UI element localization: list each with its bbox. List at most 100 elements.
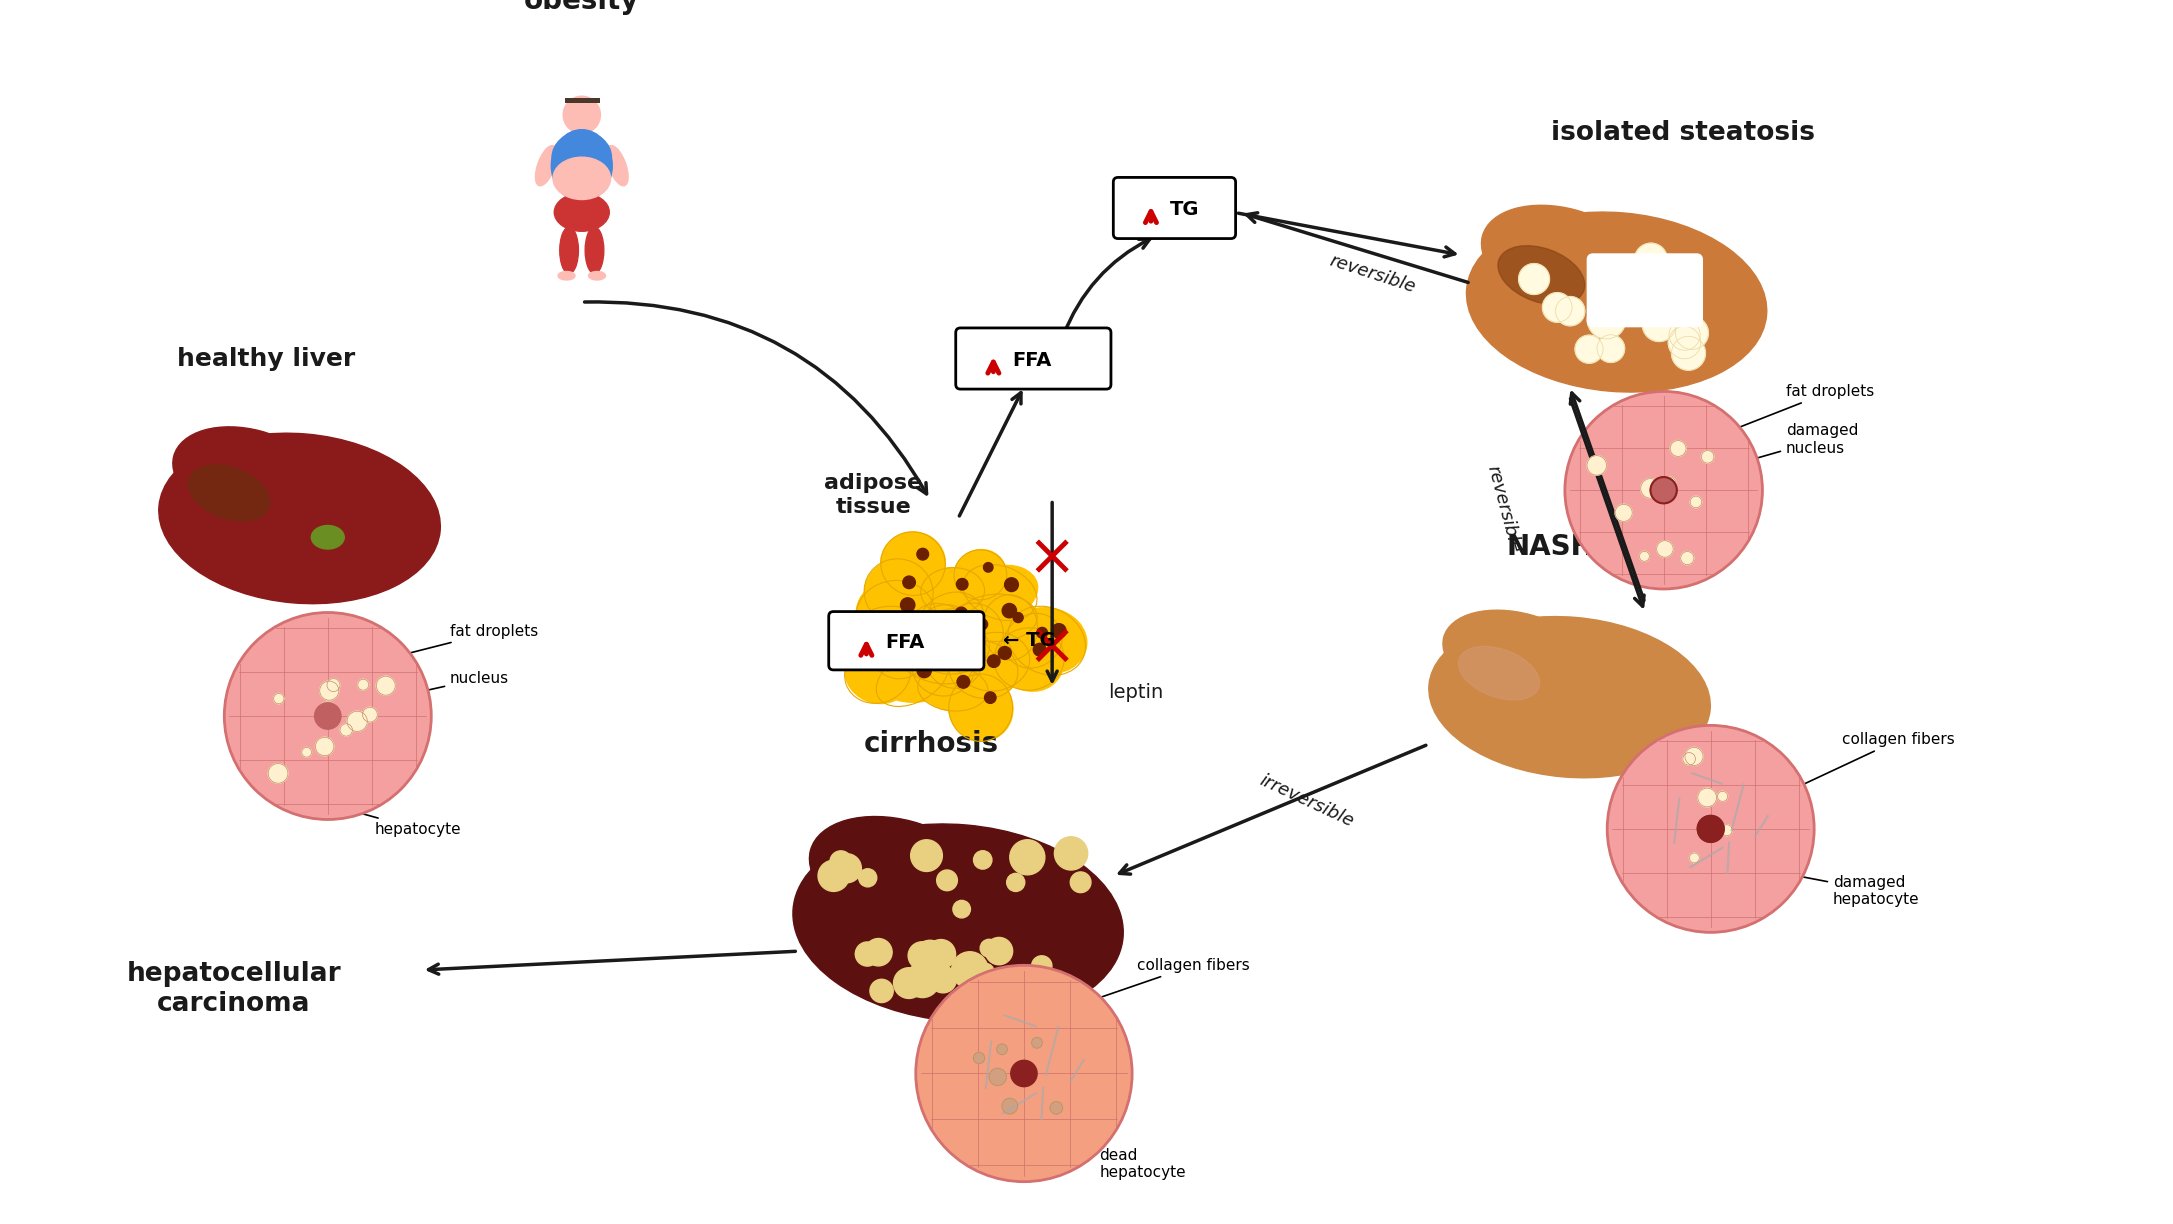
Circle shape bbox=[893, 968, 924, 999]
Circle shape bbox=[1556, 296, 1584, 326]
Circle shape bbox=[956, 607, 967, 619]
Circle shape bbox=[267, 764, 287, 783]
Ellipse shape bbox=[995, 627, 1063, 692]
Circle shape bbox=[317, 703, 337, 721]
Circle shape bbox=[974, 1053, 984, 1064]
Text: adipose
tissue: adipose tissue bbox=[824, 474, 924, 517]
Circle shape bbox=[1543, 293, 1571, 322]
Circle shape bbox=[1591, 271, 1630, 307]
FancyBboxPatch shape bbox=[828, 612, 984, 670]
Text: ← TG: ← TG bbox=[1004, 632, 1056, 650]
Circle shape bbox=[902, 577, 915, 589]
Ellipse shape bbox=[1458, 646, 1541, 700]
Ellipse shape bbox=[311, 525, 343, 550]
Ellipse shape bbox=[906, 603, 974, 665]
Circle shape bbox=[1717, 791, 1728, 802]
Circle shape bbox=[1710, 826, 1721, 837]
Ellipse shape bbox=[535, 146, 556, 186]
Ellipse shape bbox=[869, 617, 930, 679]
Circle shape bbox=[1643, 308, 1675, 341]
Ellipse shape bbox=[1443, 611, 1595, 704]
Text: hepatocyte: hepatocyte bbox=[282, 792, 461, 836]
Text: irreversible: irreversible bbox=[1256, 771, 1356, 830]
Circle shape bbox=[1597, 335, 1625, 362]
Text: isolated steatosis: isolated steatosis bbox=[1552, 120, 1814, 146]
Circle shape bbox=[1615, 504, 1632, 521]
Circle shape bbox=[1010, 1060, 1037, 1087]
Text: TG: TG bbox=[1169, 201, 1199, 219]
Circle shape bbox=[1671, 337, 1706, 370]
Circle shape bbox=[1052, 624, 1067, 638]
Circle shape bbox=[339, 723, 352, 736]
Circle shape bbox=[856, 942, 880, 966]
Circle shape bbox=[1032, 956, 1052, 976]
Circle shape bbox=[1586, 455, 1606, 475]
Circle shape bbox=[993, 977, 1028, 1013]
Circle shape bbox=[1691, 496, 1701, 508]
Circle shape bbox=[987, 655, 1000, 667]
Circle shape bbox=[943, 619, 956, 632]
Ellipse shape bbox=[1430, 617, 1710, 777]
Ellipse shape bbox=[924, 625, 989, 676]
Ellipse shape bbox=[874, 654, 952, 703]
Ellipse shape bbox=[554, 193, 608, 231]
Ellipse shape bbox=[189, 465, 269, 521]
Ellipse shape bbox=[856, 606, 934, 660]
Circle shape bbox=[865, 939, 893, 966]
Circle shape bbox=[956, 623, 965, 633]
Circle shape bbox=[1002, 603, 1017, 618]
Circle shape bbox=[1671, 441, 1686, 457]
Circle shape bbox=[1034, 644, 1045, 656]
Ellipse shape bbox=[159, 433, 441, 603]
Text: damaged
nucleus: damaged nucleus bbox=[1673, 424, 1858, 482]
Text: obesity: obesity bbox=[524, 0, 639, 15]
Ellipse shape bbox=[921, 568, 984, 614]
Circle shape bbox=[1586, 301, 1625, 339]
Circle shape bbox=[976, 963, 993, 982]
Circle shape bbox=[976, 619, 987, 629]
Circle shape bbox=[1697, 788, 1717, 807]
Circle shape bbox=[563, 97, 600, 133]
Circle shape bbox=[224, 612, 430, 820]
Circle shape bbox=[1519, 263, 1549, 295]
Circle shape bbox=[1037, 628, 1047, 638]
Circle shape bbox=[1669, 319, 1699, 350]
Ellipse shape bbox=[897, 636, 974, 684]
Ellipse shape bbox=[552, 132, 611, 182]
Circle shape bbox=[1651, 477, 1678, 503]
Circle shape bbox=[858, 869, 876, 887]
Ellipse shape bbox=[954, 550, 1006, 600]
Ellipse shape bbox=[1467, 212, 1767, 392]
Circle shape bbox=[989, 1069, 1006, 1086]
Circle shape bbox=[376, 676, 395, 695]
Ellipse shape bbox=[917, 592, 984, 651]
Text: damaged
hepatocyte: damaged hepatocyte bbox=[1751, 867, 1919, 907]
Text: fat droplets: fat droplets bbox=[1712, 384, 1873, 437]
Circle shape bbox=[1662, 477, 1675, 491]
Circle shape bbox=[900, 597, 915, 612]
Circle shape bbox=[319, 681, 339, 700]
Circle shape bbox=[315, 737, 335, 755]
Circle shape bbox=[1697, 824, 1710, 837]
Circle shape bbox=[869, 979, 893, 1002]
Text: collagen fibers: collagen fibers bbox=[1751, 732, 1956, 809]
Circle shape bbox=[326, 678, 339, 692]
Circle shape bbox=[1004, 578, 1019, 591]
Ellipse shape bbox=[174, 427, 324, 525]
Circle shape bbox=[1054, 837, 1089, 870]
Text: healthy liver: healthy liver bbox=[178, 346, 356, 371]
Circle shape bbox=[1608, 726, 1814, 933]
Circle shape bbox=[910, 840, 943, 871]
Circle shape bbox=[1565, 392, 1762, 589]
Circle shape bbox=[363, 707, 378, 722]
Circle shape bbox=[952, 952, 989, 988]
Ellipse shape bbox=[1497, 246, 1584, 305]
Ellipse shape bbox=[943, 603, 1004, 663]
Ellipse shape bbox=[926, 608, 980, 662]
Circle shape bbox=[939, 647, 954, 661]
Circle shape bbox=[958, 646, 967, 656]
FancyBboxPatch shape bbox=[1588, 255, 1701, 326]
Circle shape bbox=[900, 618, 915, 632]
Circle shape bbox=[1575, 335, 1604, 364]
Circle shape bbox=[926, 940, 956, 968]
